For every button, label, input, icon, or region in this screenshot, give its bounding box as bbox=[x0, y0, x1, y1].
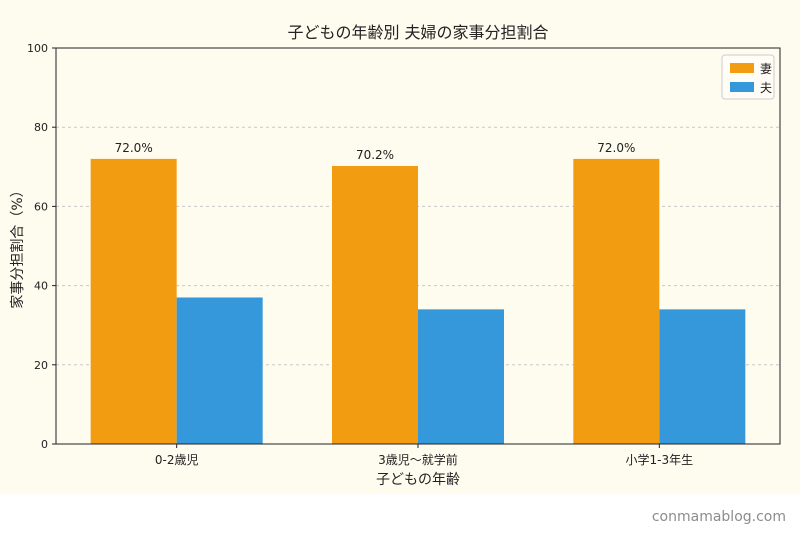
legend-swatch bbox=[730, 82, 754, 92]
watermark-text: conmamablog.com bbox=[651, 509, 786, 525]
bar-wife bbox=[573, 158, 660, 444]
x-axis-ticks: 0-2歳児 3歳児〜就学前 小学1-3年生 bbox=[155, 444, 693, 467]
x-tick-label: 小学1-3年生 bbox=[626, 452, 694, 467]
data-label: 72.0% bbox=[115, 141, 153, 155]
bar-husband bbox=[418, 309, 504, 444]
y-tick-label: 80 bbox=[34, 121, 48, 134]
x-tick-label: 0-2歳児 bbox=[155, 453, 199, 467]
bar-husband bbox=[659, 309, 746, 444]
legend-label: 妻 bbox=[760, 62, 772, 76]
data-label: 72.0% bbox=[597, 141, 635, 155]
y-axis-label: 家事分担割合（%） bbox=[9, 183, 26, 308]
y-tick-label: 100 bbox=[27, 42, 48, 55]
bar-husband bbox=[176, 297, 263, 444]
y-tick-label: 20 bbox=[34, 359, 48, 372]
data-labels: 72.0% 70.2% 72.0% bbox=[115, 141, 636, 162]
data-label: 70.2% bbox=[356, 148, 394, 162]
y-tick-label: 0 bbox=[41, 438, 48, 451]
x-axis-label: 子どもの年齢 bbox=[376, 472, 460, 488]
legend: 妻夫 bbox=[721, 54, 775, 100]
legend-label: 夫 bbox=[760, 81, 772, 95]
chart-title: 子どもの年齢別 夫婦の家事分担割合 bbox=[287, 23, 548, 42]
y-tick-label: 40 bbox=[34, 280, 48, 293]
bars bbox=[90, 158, 746, 444]
bar-wife bbox=[90, 158, 177, 444]
legend-swatch bbox=[730, 63, 754, 73]
x-tick-label: 3歳児〜就学前 bbox=[378, 452, 458, 467]
y-axis-ticks: 0 20 40 60 80 100 bbox=[27, 42, 56, 451]
bar-wife bbox=[332, 166, 418, 444]
y-tick-label: 60 bbox=[34, 200, 48, 213]
